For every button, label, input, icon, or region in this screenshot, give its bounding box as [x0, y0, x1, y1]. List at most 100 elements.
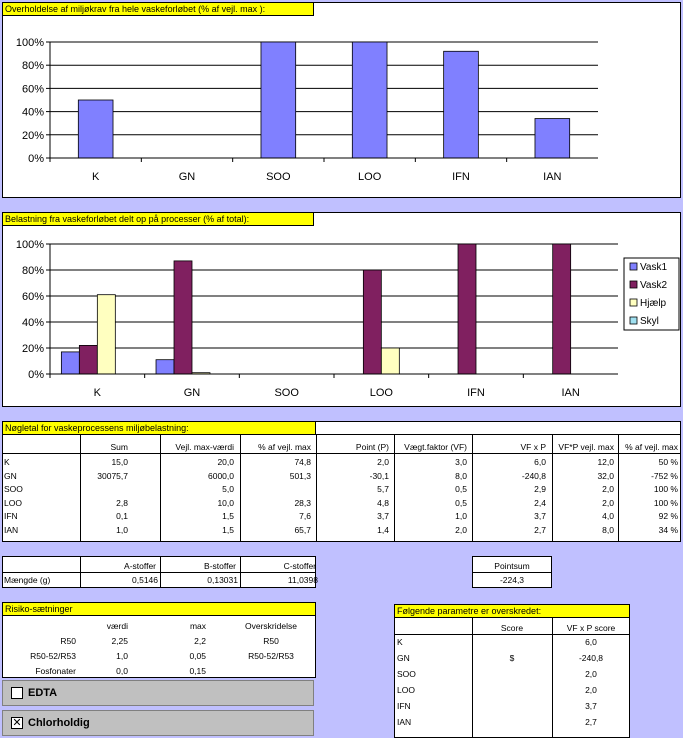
- risiko-over: R50: [263, 636, 279, 646]
- y-tick-label: 60%: [22, 83, 44, 95]
- y-tick-label: 40%: [22, 317, 44, 329]
- keytable-col-divider: [394, 434, 395, 541]
- legend-label: Vask2: [640, 280, 667, 291]
- keytable-cell: 2,9: [534, 484, 546, 494]
- keytable-cell: 2,0: [377, 457, 389, 467]
- keytable-top-line: [316, 434, 681, 435]
- parametre-vfp: 2,0: [585, 685, 597, 695]
- risiko-over: R50-52/R53: [248, 651, 294, 661]
- keytable-cell: 1,4: [377, 524, 389, 535]
- keytable-cell: -752 %: [651, 470, 678, 481]
- keytable-row-label: GN: [4, 470, 17, 481]
- keytable-cell: 8,0: [455, 470, 467, 481]
- bar-vask2: [362, 269, 382, 375]
- keytable-cell: 1,5: [222, 511, 234, 521]
- checkbox-empty-icon[interactable]: [11, 687, 23, 699]
- x-tick-label: SOO: [274, 387, 299, 399]
- keytable-col-divider: [80, 434, 81, 541]
- checkbox-edta[interactable]: EDTA: [2, 680, 314, 706]
- keytable-cell: 20,0: [217, 457, 234, 467]
- y-tick-label: 80%: [22, 60, 44, 72]
- stoffer-row-label: Mængde (g): [4, 575, 51, 585]
- keytable-header: % af vejl. max: [258, 442, 311, 452]
- parametre-header: Score: [500, 623, 524, 633]
- parametre-panel: [394, 604, 630, 738]
- keytable-panel: [2, 421, 681, 542]
- bar: [351, 41, 388, 159]
- keytable-cell: 50 %: [658, 457, 678, 467]
- legend-label: Hjælp: [640, 298, 667, 309]
- chart1-svg: 0% 20% 40% 60% 80% 100% K GN SOO LOO IFN IAN: [16, 37, 598, 183]
- pointsum-value: -224,3: [499, 575, 525, 585]
- pointsum-divider: [472, 572, 552, 573]
- x-tick-label: IFN: [452, 171, 470, 183]
- x-tick-label: SOO: [266, 171, 291, 183]
- keytable-header: Sum: [110, 442, 128, 452]
- keytable-cell: 100 %: [653, 484, 678, 494]
- x-tick-label: GN: [179, 171, 196, 183]
- parametre-row-label: IAN: [397, 717, 412, 727]
- bar-hjælp: [380, 347, 400, 375]
- bar-vask2: [552, 243, 572, 375]
- keytable-cell: 501,3: [289, 470, 311, 481]
- parametre-header: VF x P score: [566, 623, 616, 633]
- bar-hjælp: [96, 294, 116, 375]
- keytable-row-label: K: [4, 457, 10, 467]
- legend-swatch: [629, 316, 638, 325]
- bar-vask1: [60, 351, 80, 375]
- y-tick-label: 20%: [22, 343, 44, 355]
- bar: [260, 41, 297, 159]
- parametre-vfp: 2,7: [585, 717, 597, 727]
- keytable-cell: 15,0: [111, 457, 128, 467]
- checkbox-chlorholdig[interactable]: ✕ Chlorholdig: [2, 710, 314, 736]
- chart1-panel: [2, 2, 681, 198]
- stoffer-value: 0,13031: [207, 575, 238, 585]
- keytable-cell: 6,0: [534, 457, 546, 467]
- keytable-header: Vejl. max-værdi: [175, 442, 234, 452]
- keytable-header-line: [2, 453, 681, 454]
- keytable-col-divider: [240, 434, 241, 541]
- keytable-cell: 10,0: [217, 497, 234, 508]
- keytable-cell: 1,5: [222, 524, 234, 535]
- parametre-row-label: LOO: [397, 685, 415, 695]
- keytable-cell: 0,5: [455, 484, 467, 494]
- parametre-row-label: SOO: [397, 669, 416, 679]
- keytable-col-divider: [552, 434, 553, 541]
- bar: [77, 99, 114, 159]
- keytable-header: Point (P): [355, 442, 389, 452]
- legend-swatch: [629, 298, 638, 307]
- bar-vask2: [78, 345, 98, 375]
- keytable-cell: 2,8: [116, 497, 128, 508]
- x-tick-label: IAN: [561, 387, 579, 399]
- keytable-cell: 30075,7: [97, 470, 128, 481]
- stoffer-header: C-stoffer: [283, 561, 316, 571]
- keytable-cell: 0,1: [116, 511, 128, 521]
- legend-label: Skyl: [640, 316, 659, 327]
- parametre-vfp: 3,7: [585, 701, 597, 711]
- risiko-row-label: R50-52/R53: [30, 651, 76, 661]
- risiko-vaerdi: 0,0: [116, 666, 128, 676]
- keytable-title: Nøgletal for vaskeprocessens miljøbelast…: [2, 421, 316, 435]
- keytable-cell: 3,7: [534, 511, 546, 521]
- bar: [443, 50, 479, 159]
- y-tick-label: 40%: [22, 107, 44, 119]
- x-tick-label: IAN: [543, 171, 561, 183]
- parametre-title: Følgende parametre er overskredet:: [394, 604, 630, 618]
- chart2-title: Belastning fra vaskeforløbet delt op på …: [2, 212, 314, 226]
- keytable-cell: 5,7: [377, 484, 389, 494]
- bar-vask1: [155, 359, 175, 375]
- parametre-vfp: 2,0: [585, 669, 597, 679]
- keytable-cell: 8,0: [602, 524, 614, 535]
- y-tick-label: 20%: [22, 130, 44, 142]
- keytable-cell: 1,0: [455, 511, 467, 521]
- keytable-row-label: IFN: [4, 511, 18, 521]
- keytable-cell: 28,3: [294, 497, 311, 508]
- stoffer-value: 11,0398: [287, 575, 318, 585]
- risiko-title: Risiko-sætninger: [2, 602, 316, 616]
- keytable-cell: 12,0: [597, 457, 614, 467]
- risiko-row-label: R50: [60, 636, 76, 646]
- keytable-cell: 2,7: [534, 524, 546, 535]
- keytable-row-label: IAN: [4, 524, 19, 535]
- keytable-cell: 3,7: [377, 511, 389, 521]
- checkbox-checked-icon[interactable]: ✕: [11, 717, 23, 729]
